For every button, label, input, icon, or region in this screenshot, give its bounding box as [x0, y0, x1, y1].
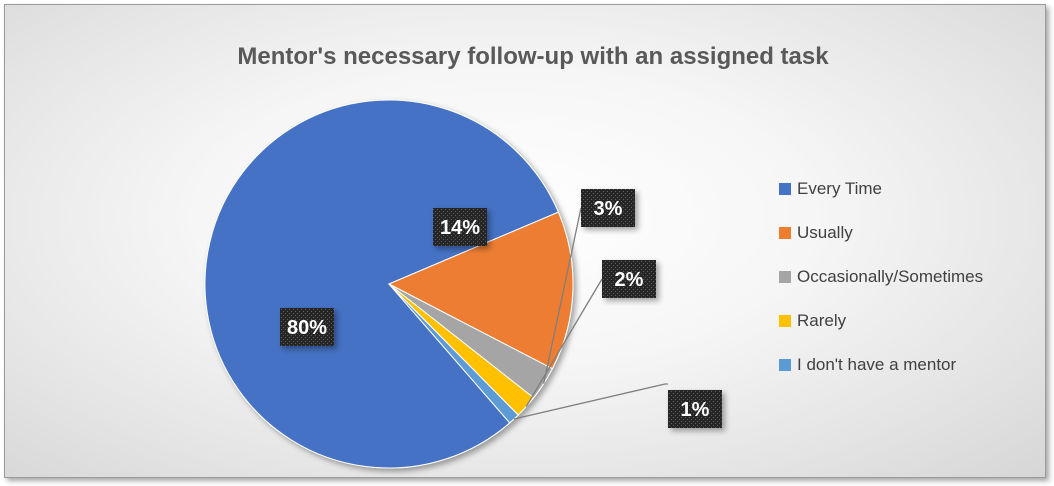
pie-chart: Mentor's necessary follow-up with an ass…	[204, 43, 983, 469]
pie-slice-i-don-t-have-a-mentor	[388, 283, 519, 424]
pie-slice-every-time	[204, 99, 560, 469]
data-label-box	[433, 208, 487, 246]
legend-label: Occasionally/Sometimes	[797, 267, 983, 286]
legend-label: Usually	[797, 223, 853, 242]
legend-swatch	[779, 315, 791, 327]
data-label-box	[668, 390, 722, 428]
legend-item-rarely: Rarely	[779, 311, 847, 330]
legend-label: Every Time	[797, 179, 882, 198]
legend: Every Time Usually Occasionally/Sometimes R…	[779, 179, 983, 374]
data-label-text: 3%	[594, 198, 623, 220]
pie-slices	[204, 99, 574, 469]
data-label-i-don-t-have-a-mentor: 1%	[668, 390, 722, 428]
legend-item-usually: Usually	[779, 223, 853, 242]
data-label-usually: 14%	[433, 208, 487, 246]
data-labels: 80% 14% 3% 2% 1%	[280, 189, 722, 428]
data-label-occasionally-sometimes: 3%	[581, 189, 635, 227]
legend-item-every-time: Every Time	[779, 179, 882, 198]
legend-label: I don't have a mentor	[797, 355, 957, 374]
pie-slice-usually	[387, 211, 574, 370]
legend-swatch	[779, 227, 791, 239]
data-label-box	[602, 260, 656, 298]
data-label-text: 80%	[287, 317, 327, 339]
legend-swatch	[779, 359, 791, 371]
data-label-text: 2%	[615, 269, 644, 291]
data-label-every-time: 80%	[280, 308, 334, 346]
chart-title: Mentor's necessary follow-up with an ass…	[237, 43, 829, 70]
data-label-box	[280, 308, 334, 346]
leader-line-occasionally-sometimes	[543, 207, 582, 384]
data-label-text: 1%	[681, 399, 710, 421]
data-label-box	[581, 189, 635, 227]
leader-line-i-don-t-have-a-mentor	[513, 383, 668, 420]
leader-line-rarely	[525, 278, 603, 407]
legend-label: Rarely	[797, 311, 847, 330]
chart-frame: Mentor's necessary follow-up with an ass…	[4, 4, 1046, 478]
legend-item-occasionally-sometimes: Occasionally/Sometimes	[779, 267, 983, 286]
data-label-rarely: 2%	[602, 260, 656, 298]
legend-swatch	[779, 271, 791, 283]
leader-lines	[513, 207, 668, 420]
legend-swatch	[779, 183, 791, 195]
data-label-text: 14%	[440, 217, 480, 239]
legend-item-i-don-t-have-a-mentor: I don't have a mentor	[779, 355, 957, 374]
